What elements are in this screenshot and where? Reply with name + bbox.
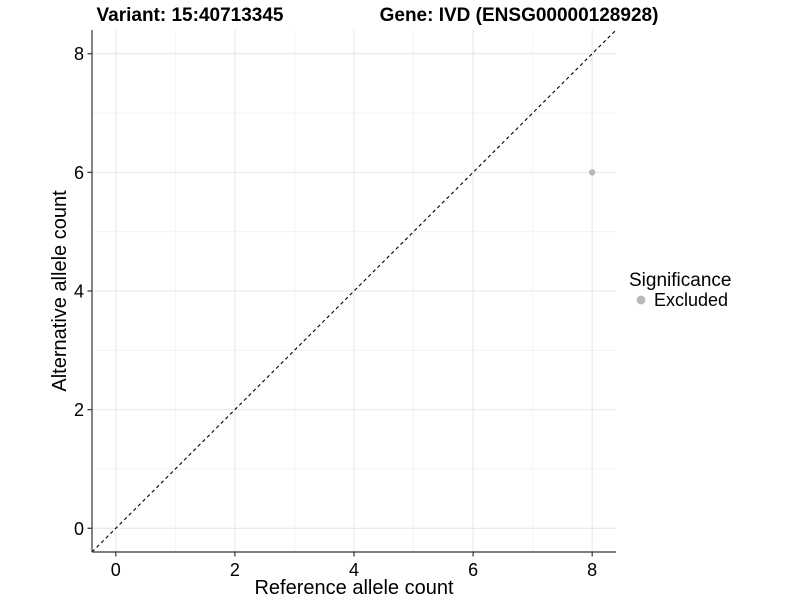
- x-axis-title: Reference allele count: [254, 577, 453, 599]
- data-points: [588, 169, 596, 176]
- y-tick-label: 8: [74, 44, 84, 64]
- legend-title: Significance: [629, 270, 731, 291]
- plot-title-variant: Variant: 15:40713345: [97, 5, 284, 26]
- x-tick-label: 0: [111, 560, 121, 580]
- data-point-excluded: [588, 169, 596, 176]
- y-tick-label: 4: [74, 282, 84, 302]
- y-axis-ticks: 0 2 4 6 8: [74, 44, 92, 539]
- legend: Significance Excluded: [629, 270, 731, 310]
- major-gridlines: [92, 30, 616, 552]
- x-tick-label: 8: [587, 560, 597, 580]
- y-axis-title: Alternative allele count: [49, 190, 71, 392]
- y-tick-label: 6: [74, 163, 84, 183]
- x-tick-label: 2: [230, 560, 240, 580]
- x-tick-label: 4: [349, 560, 359, 580]
- legend-label-excluded: Excluded: [654, 290, 728, 310]
- y-tick-label: 0: [74, 519, 84, 539]
- x-axis-ticks: 0 2 4 6 8: [111, 552, 597, 580]
- legend-swatch-excluded-icon: [636, 295, 646, 305]
- y-tick-label: 2: [74, 400, 84, 420]
- plot-title-gene: Gene: IVD (ENSG00000128928): [380, 5, 659, 26]
- x-tick-label: 6: [468, 560, 478, 580]
